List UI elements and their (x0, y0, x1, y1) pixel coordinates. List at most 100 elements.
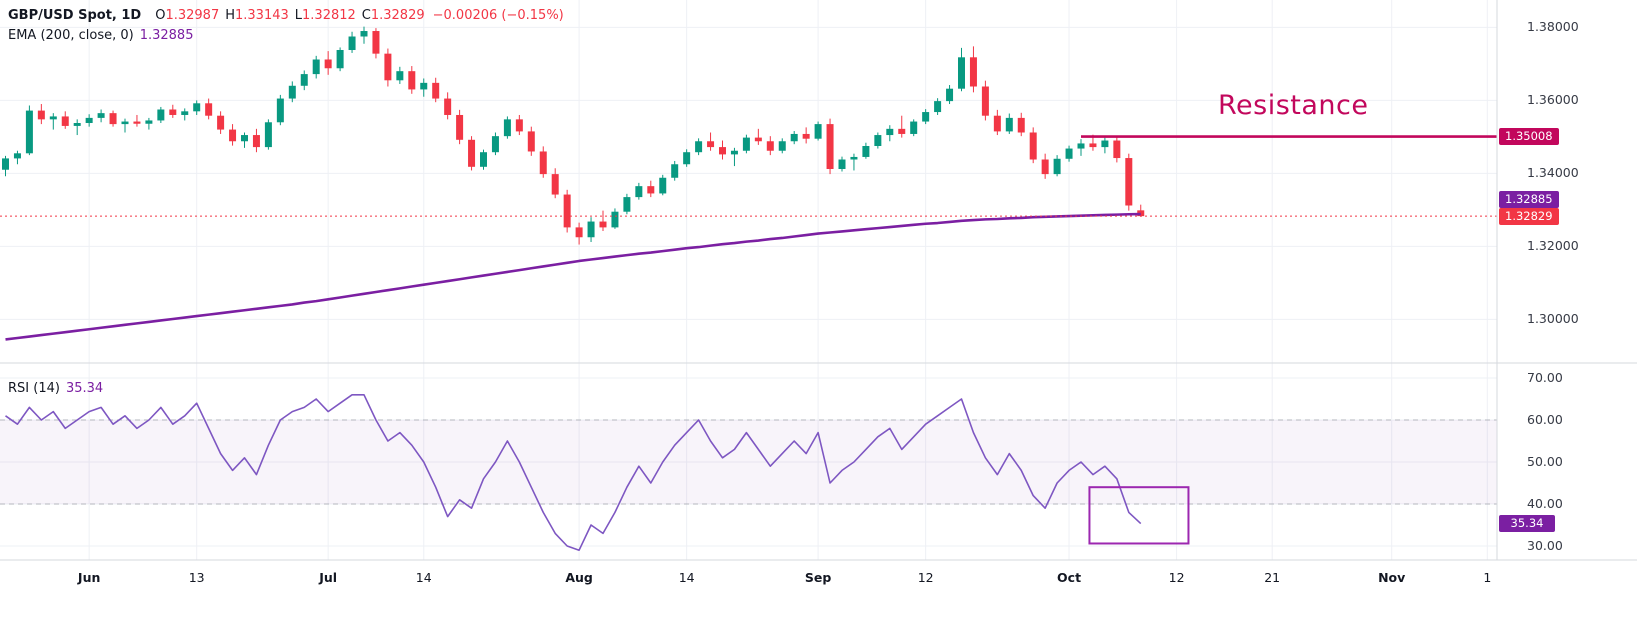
candle-body (981, 86, 989, 116)
candle-body (1137, 210, 1145, 217)
candle-body (468, 139, 476, 167)
candle-body (372, 31, 380, 54)
candle-body (480, 152, 487, 167)
candle-body (993, 115, 1001, 132)
rsi-legend-label[interactable]: RSI (14) (8, 381, 60, 396)
resistance-price-badge: 1.35008 (1499, 128, 1559, 146)
candle-body (241, 135, 248, 142)
time-label-month: Oct (1057, 570, 1082, 585)
candle-body (707, 141, 715, 148)
time-label-day: 14 (415, 570, 432, 585)
symbol-legend[interactable]: GBP/USD Spot, 1D O1.32987 H1.33143 L1.32812… (8, 8, 564, 23)
candle-body (288, 85, 296, 99)
candle-body (1053, 158, 1061, 175)
change-value: −0.00206 (−0.15%) (432, 8, 564, 23)
candle-body (850, 156, 858, 160)
candle-body (25, 110, 33, 154)
candle-body (181, 111, 189, 115)
ema-line[interactable] (5, 212, 1141, 341)
candle-body (874, 135, 882, 146)
axis-tick-label: 1.36000 (1527, 92, 1579, 108)
candle-body (1005, 117, 1013, 132)
candle-body (217, 115, 225, 130)
candle-body (623, 197, 631, 212)
time-axis[interactable]: Jun 13 Jul 14 Aug 14 Sep 12 Oct 12 21 Nov 1 (0, 560, 1637, 621)
candle-body (683, 152, 691, 165)
candle-body (611, 211, 619, 228)
candle-body (563, 194, 571, 228)
candle-body (133, 121, 141, 124)
candle-body (898, 128, 906, 134)
candle-body (396, 71, 404, 81)
candle-body (312, 59, 320, 75)
axis-tick-label: 1.34000 (1527, 165, 1579, 181)
price-axis[interactable]: 1.38000 1.36000 1.34000 1.32000 1.30000 70.00… (1497, 0, 1637, 560)
candle-body (37, 110, 45, 120)
candle-body (300, 74, 308, 86)
close-label: C (361, 8, 371, 23)
candle-body (1113, 140, 1121, 159)
candle-body (456, 114, 464, 140)
candle-body (539, 151, 547, 175)
candle-body (910, 121, 918, 134)
candle-body (157, 109, 165, 121)
candle-body (766, 141, 774, 151)
last-price-badge: 1.32829 (1499, 207, 1559, 225)
candle-body (49, 116, 57, 120)
candle-body (587, 221, 595, 238)
candle-body (1089, 143, 1097, 148)
ema-legend-value: 1.32885 (139, 28, 194, 43)
candle-body (169, 109, 177, 115)
rsi-legend[interactable]: RSI (14) 35.34 (8, 381, 103, 396)
candle-body (73, 123, 81, 126)
axis-tick-label: 1.32000 (1527, 238, 1579, 254)
time-label-day: 1 (1483, 570, 1492, 585)
close-value: 1.32829 (370, 8, 425, 23)
axis-tick-label: 60.00 (1527, 412, 1563, 427)
time-label-month: Jul (319, 570, 338, 585)
candle-body (778, 141, 786, 151)
candle-body (934, 101, 942, 113)
rsi-band (0, 420, 1497, 504)
candle-body (790, 133, 798, 142)
candle-body (814, 124, 822, 139)
open-label: O (155, 8, 166, 23)
time-label-day: 12 (1168, 570, 1185, 585)
candle-body (551, 174, 559, 195)
time-label-day: 21 (1264, 570, 1281, 585)
candle-body (408, 71, 416, 90)
candle-body (360, 31, 368, 37)
candle-body (432, 82, 440, 99)
rsi-line[interactable] (5, 393, 1142, 552)
candle-body (695, 141, 703, 153)
candle-body (121, 121, 129, 125)
symbol-title[interactable]: GBP/USD Spot, 1D (8, 8, 142, 23)
candle-body (491, 136, 499, 153)
high-label: H (225, 8, 235, 23)
candle-body (1101, 140, 1109, 148)
candle-body (85, 117, 93, 124)
low-value: 1.32812 (302, 8, 356, 23)
ema-legend[interactable]: EMA (200, close, 0) 1.32885 (8, 28, 193, 43)
candle-body (659, 177, 667, 194)
candle-body (719, 147, 726, 155)
candle-body (599, 221, 607, 228)
open-value: 1.32987 (165, 8, 220, 23)
candle-body (1125, 158, 1133, 206)
candle-body (503, 119, 511, 137)
candle-body (205, 103, 213, 116)
candle-body (886, 128, 894, 136)
resistance-annotation-label[interactable]: Resistance (1218, 90, 1369, 121)
candle-body (264, 122, 272, 148)
candle-body (862, 146, 870, 157)
ema-legend-label[interactable]: EMA (200, close, 0) (8, 28, 134, 43)
candle-body (922, 112, 930, 122)
rsi-highlight-box[interactable] (1088, 486, 1190, 545)
candle-body (109, 113, 117, 125)
time-label-day: 13 (188, 570, 205, 585)
candle-body (252, 135, 260, 148)
rsi-value-badge: 35.34 (1499, 515, 1555, 533)
time-label-month: Nov (1378, 570, 1406, 585)
time-label-month: Sep (804, 570, 832, 585)
